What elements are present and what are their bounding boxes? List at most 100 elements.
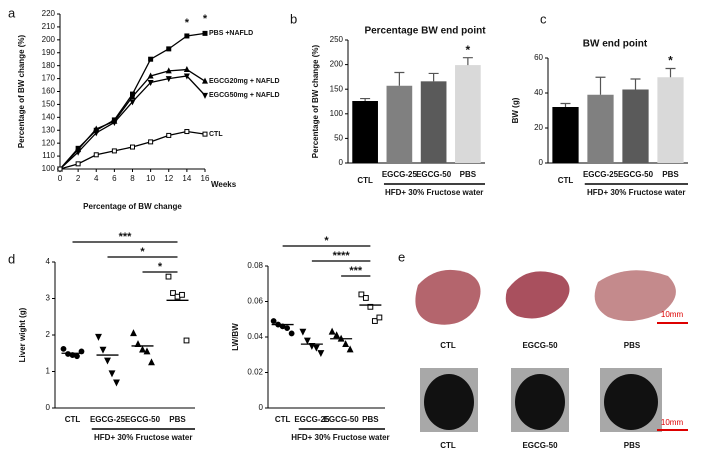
y-axis-label: BW (g) bbox=[511, 97, 520, 123]
point bbox=[147, 72, 154, 79]
point bbox=[288, 330, 295, 337]
point bbox=[57, 166, 63, 172]
annotation: * bbox=[185, 17, 190, 29]
legend-label: EGCG50mg + NAFLD bbox=[209, 92, 280, 99]
point bbox=[328, 327, 336, 335]
panel-letter: e bbox=[398, 249, 405, 264]
bar bbox=[386, 85, 413, 163]
y-tick-label: 0.02 bbox=[247, 368, 263, 377]
chart-title: BW end point bbox=[583, 39, 648, 50]
bar bbox=[352, 101, 378, 163]
point bbox=[166, 46, 172, 52]
point bbox=[75, 161, 81, 167]
point bbox=[346, 345, 354, 353]
point bbox=[165, 67, 172, 74]
point bbox=[75, 149, 82, 156]
point bbox=[166, 132, 172, 138]
group-label: HFD+ 30% Fructose water bbox=[291, 433, 389, 442]
error-bar bbox=[595, 76, 606, 95]
point bbox=[358, 291, 365, 298]
line bbox=[59, 75, 206, 170]
error-bar bbox=[462, 57, 473, 66]
y-tick-label: 0 bbox=[339, 158, 344, 167]
photo-label: EGCG-50 bbox=[522, 341, 558, 350]
y-axis-label: LW/BW bbox=[231, 323, 240, 351]
comparison-label: * bbox=[324, 235, 329, 247]
y-axis-label: Liver wight (g) bbox=[18, 307, 27, 362]
point bbox=[148, 358, 155, 366]
x-tick-label: CTL bbox=[558, 176, 574, 185]
point bbox=[312, 344, 320, 352]
y-tick-label: 150 bbox=[330, 84, 344, 93]
point bbox=[362, 295, 369, 301]
point bbox=[130, 144, 135, 150]
y-tick-label: 150 bbox=[42, 100, 56, 109]
error-bar bbox=[665, 67, 676, 78]
point bbox=[299, 328, 307, 336]
y-tick-label: 4 bbox=[46, 257, 51, 266]
point bbox=[179, 291, 185, 298]
x-tick-label: PBS bbox=[169, 415, 186, 424]
y-tick-label: 140 bbox=[42, 112, 56, 121]
y-tick-label: 100 bbox=[330, 109, 344, 118]
chart-title: Percentage BW end point bbox=[364, 26, 486, 37]
point bbox=[184, 33, 190, 39]
point bbox=[201, 92, 209, 99]
error-bar bbox=[630, 78, 641, 90]
y-tick-label: 0.08 bbox=[247, 261, 263, 270]
x-tick-label: 10 bbox=[146, 174, 155, 183]
x-tick-label: PBS bbox=[362, 415, 379, 424]
point bbox=[74, 353, 80, 360]
photo-panel: e CTL EGCG-50 PBS 10mm CTL EGCG-50 PBS 1… bbox=[398, 249, 688, 450]
mouse bbox=[424, 374, 474, 430]
panel-letter: d bbox=[8, 251, 15, 266]
point bbox=[317, 350, 325, 357]
point bbox=[284, 325, 291, 332]
point bbox=[93, 130, 100, 137]
point bbox=[113, 379, 120, 387]
comparison-label: **** bbox=[333, 250, 351, 262]
error-bar bbox=[394, 71, 405, 86]
x-tick-label: EGCG-25 bbox=[294, 415, 330, 424]
point bbox=[165, 273, 172, 280]
y-tick-label: 50 bbox=[334, 134, 343, 143]
x-tick-label: EGCG-50 bbox=[416, 170, 452, 179]
point bbox=[148, 56, 154, 62]
x-tick-label: 12 bbox=[164, 174, 173, 183]
error-bar bbox=[360, 97, 371, 102]
y-tick-label: 20 bbox=[534, 123, 543, 132]
point bbox=[165, 76, 172, 83]
point bbox=[270, 318, 277, 324]
line bbox=[59, 68, 206, 170]
point bbox=[333, 331, 341, 339]
x-tick-label: EGCG-50 bbox=[618, 170, 654, 179]
comparison-label: *** bbox=[349, 265, 363, 277]
x-tick-label: 4 bbox=[94, 174, 99, 183]
x-tick-label: 16 bbox=[201, 174, 210, 183]
bar bbox=[587, 94, 614, 163]
mouse bbox=[515, 374, 565, 430]
x-tick-label: CTL bbox=[275, 415, 291, 424]
photo-label: EGCG-50 bbox=[522, 441, 558, 450]
point bbox=[108, 370, 116, 378]
point bbox=[202, 30, 208, 36]
y-tick-label: 2 bbox=[46, 330, 51, 339]
y-tick-label: 110 bbox=[42, 151, 55, 160]
point bbox=[139, 345, 146, 353]
y-tick-label: 220 bbox=[42, 9, 56, 18]
y-tick-label: 120 bbox=[42, 138, 56, 147]
bar bbox=[455, 65, 481, 163]
group-label: HFD+ 30% Fructose water bbox=[385, 188, 483, 197]
point bbox=[303, 337, 311, 345]
panel-letter: c bbox=[540, 11, 547, 26]
error-bar bbox=[560, 102, 571, 107]
x-tick-label: 6 bbox=[112, 174, 117, 183]
x-tick-label: 2 bbox=[76, 174, 81, 183]
y-tick-label: 0.06 bbox=[247, 297, 263, 306]
bar bbox=[420, 81, 447, 163]
y-tick-label: 170 bbox=[42, 74, 56, 83]
x-tick-label: CTL bbox=[65, 415, 81, 424]
y-tick-label: 100 bbox=[42, 164, 56, 173]
point bbox=[60, 345, 67, 352]
